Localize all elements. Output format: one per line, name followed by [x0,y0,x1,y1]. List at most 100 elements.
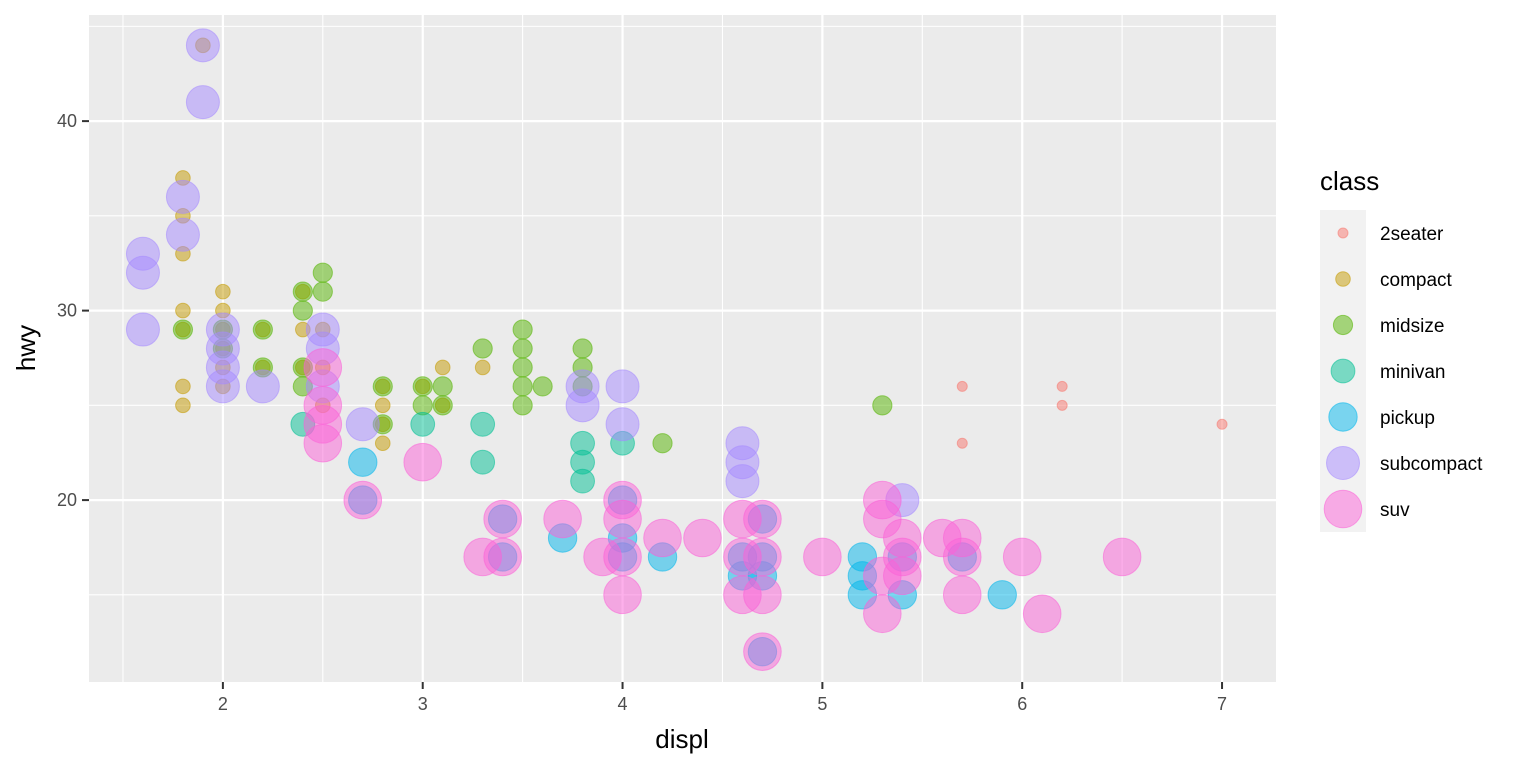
data-point-suv [1022,594,1062,634]
legend-key-subcompact [1326,446,1360,480]
data-point-subcompact [125,255,160,290]
data-point-subcompact [605,369,640,404]
legend-key-minivan [1330,358,1356,384]
data-point-subcompact [165,217,200,252]
y-axis-label: hwy [11,325,41,371]
axes: 2 3 4 5 6 7 20 30 40 [57,111,1227,714]
minor-gridlines [89,15,1276,682]
y-tick-label: 40 [57,111,77,131]
data-point-midsize [512,338,533,359]
data-point-subcompact [605,407,640,442]
data-point-2seater [1056,380,1068,392]
data-point-suv [863,594,902,634]
data-point-suv [1002,537,1042,577]
legend-key-pickup [1328,402,1358,432]
data-point-subcompact [185,85,220,120]
legend-label-minivan: minivan [1380,362,1445,383]
data-point-2seater [1056,399,1068,411]
data-point-midsize [512,395,533,416]
legend-key-midsize [1332,314,1354,336]
data-point-midsize [312,262,333,283]
legend-label-suv: suv [1380,500,1410,521]
data-point-midsize [412,376,433,397]
data-point-midsize [512,319,533,340]
legend-key-compact [1335,271,1351,287]
data-point-midsize [312,281,333,302]
data-point-suv [743,575,782,615]
legend-label-compact: compact [1380,270,1453,291]
legend-label-2seater: 2seater [1380,224,1444,245]
data-point-midsize [292,300,313,321]
data-point-2seater [1216,418,1228,430]
data-point-midsize [432,395,453,416]
data-point-pickup [348,447,378,477]
data-point-suv [883,556,922,596]
data-point-suv [543,499,582,539]
x-axis-label: displ [655,724,708,754]
data-point-suv [603,575,642,615]
data-point-midsize [512,376,533,397]
data-point-suv [403,442,443,482]
data-point-subcompact [345,407,380,442]
panel-background [89,15,1276,682]
data-point-midsize [512,357,533,378]
data-point-midsize [472,338,493,359]
data-point-subcompact [165,179,200,214]
data-point-compact [374,397,391,414]
legend-label-pickup: pickup [1380,408,1435,429]
data-point-midsize [872,395,893,416]
data-point-subcompact [245,369,280,404]
data-points [125,28,1228,671]
data-point-subcompact [205,369,240,404]
data-point-compact [374,435,391,452]
y-tick-label: 30 [57,301,77,321]
legend-label-subcompact: subcompact [1380,454,1483,475]
data-point-midsize [252,319,273,340]
x-tick-label: 7 [1217,694,1227,714]
data-point-minivan [570,468,595,494]
data-point-compact [474,359,491,376]
data-point-compact [215,283,231,300]
data-point-subcompact [185,28,220,63]
data-point-compact [175,302,191,319]
data-point-subcompact [725,464,760,499]
x-tick-label: 4 [618,694,628,714]
data-point-midsize [432,376,453,397]
data-point-compact [434,359,451,376]
data-point-suv [483,499,522,539]
data-point-suv [1102,537,1142,577]
data-point-suv [343,480,383,520]
data-point-suv [603,499,642,539]
legend-label-midsize: midsize [1380,316,1444,337]
x-tick-label: 3 [418,694,428,714]
data-point-2seater [956,437,968,449]
data-point-pickup [987,580,1017,610]
data-point-suv [942,537,982,577]
data-point-midsize [292,281,313,302]
x-tick-label: 5 [817,694,827,714]
legend-title: class [1320,166,1379,196]
y-tick-label: 20 [57,490,77,510]
x-tick-label: 2 [218,694,228,714]
data-point-suv [643,518,682,558]
data-point-midsize [532,376,553,397]
data-point-suv [603,537,642,577]
data-point-suv [683,518,722,558]
data-point-minivan [410,411,436,437]
data-point-subcompact [125,312,160,347]
data-point-midsize [572,338,593,359]
data-point-suv [303,423,343,463]
data-point-suv [743,499,782,539]
data-point-compact [175,397,191,414]
data-point-compact [175,378,191,395]
data-point-2seater [956,380,968,392]
data-point-suv [942,575,982,615]
data-point-minivan [470,449,496,475]
data-point-midsize [652,433,673,454]
legend-key-2seater [1337,227,1349,239]
data-point-subcompact [565,388,600,423]
data-point-midsize [372,376,393,397]
data-point-suv [303,348,343,387]
legend: class 2seater compact midsize minivan pickup… [1320,166,1483,532]
